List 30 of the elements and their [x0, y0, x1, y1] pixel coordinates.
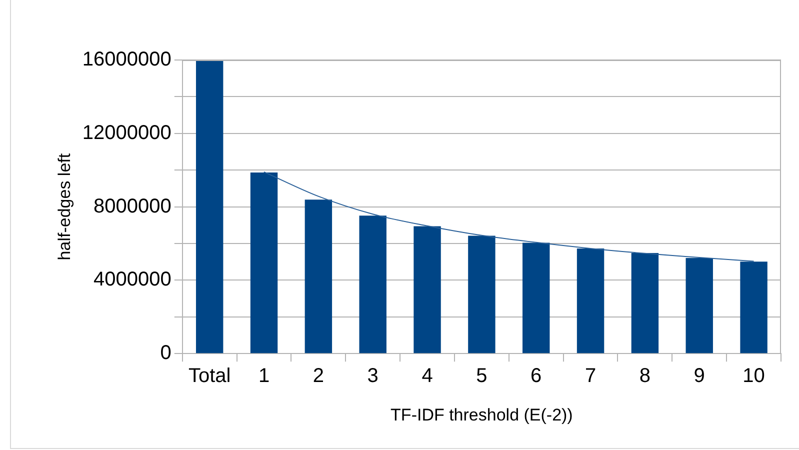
x-tick-label: 2 [312, 365, 324, 388]
x-tick-label: 6 [530, 365, 542, 388]
bar [304, 200, 332, 354]
x-tick-label: Total [188, 365, 231, 388]
bar [414, 226, 441, 354]
line-series [264, 171, 754, 262]
x-tick-label: 9 [694, 365, 705, 388]
x-tick-label: 10 [742, 365, 765, 388]
x-tick-label: 8 [639, 365, 651, 388]
x-tick-label: 7 [584, 365, 596, 388]
bar [631, 253, 659, 354]
x-tick-label: 1 [258, 365, 270, 388]
bar [196, 60, 224, 354]
y-tick-label: 4000000 [94, 268, 172, 291]
bar [576, 248, 604, 354]
bar [686, 258, 713, 354]
x-tick-label: 5 [476, 365, 488, 388]
y-tick-label: 16000000 [82, 48, 172, 71]
bar [522, 242, 550, 354]
bar [740, 262, 768, 354]
y-axis-title: half-edges left [54, 153, 74, 260]
y-tick-label: 8000000 [94, 195, 172, 218]
x-tick-label: 4 [422, 365, 433, 388]
x-axis-title: TF-IDF threshold (E(-2)) [390, 405, 573, 424]
bar [250, 172, 278, 354]
bar [359, 216, 386, 354]
y-tick-label: 12000000 [82, 122, 172, 144]
x-tick-label: 3 [367, 365, 378, 388]
bar [468, 236, 496, 354]
y-tick-label: 0 [160, 342, 172, 364]
